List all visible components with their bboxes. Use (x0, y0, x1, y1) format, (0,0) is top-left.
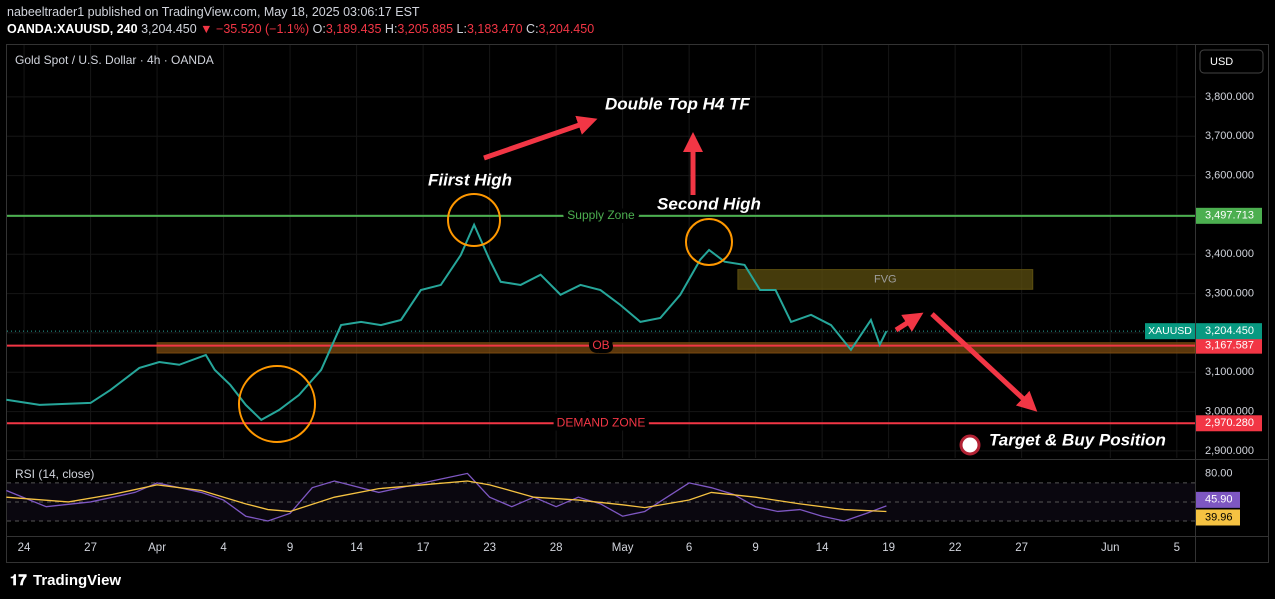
series-line (6, 472, 887, 522)
x-tick-label: 4 (220, 542, 227, 554)
ohlc-key: C: (526, 22, 539, 36)
y-tick-label: 3,300.000 (1205, 287, 1254, 299)
zone (737, 269, 1034, 290)
symbol-title: Gold Spot / U.S. Dollar · 4h · OANDA (15, 53, 214, 67)
last-value-box (1196, 491, 1240, 508)
x-tick-label: 27 (84, 542, 97, 554)
last-value-label: 45.90 (1205, 494, 1233, 506)
ohlc-key: O: (312, 22, 326, 36)
series-line (6, 222, 888, 422)
level-label: 3,497.713 (1205, 210, 1254, 222)
ohlc-value: 3,183.470 (466, 22, 523, 36)
x-tick-label: 17 (417, 542, 430, 554)
highlight-circle (447, 193, 501, 247)
author-line: nabeeltrader1 published on TradingView.c… (7, 5, 420, 19)
x-tick-label: 22 (949, 542, 962, 554)
y-tick-label: 3,400.000 (1205, 248, 1254, 260)
brand-logo: 𝟏𝟕 (10, 572, 27, 589)
y-tick-label: 2,900.000 (1205, 445, 1254, 457)
change: ▼ −35.520 (−1.1%) (200, 22, 310, 36)
arrow (930, 312, 1038, 412)
x-tick-label: 5 (1174, 542, 1180, 554)
level-label: 2,970.280 (1205, 417, 1254, 429)
x-tick-label: 28 (550, 542, 563, 554)
annotation: Fiirst High (428, 170, 512, 189)
indicator-title: RSI (14, close) (15, 467, 94, 481)
overlay: 2,900.0003,000.0003,100.0003,200.0003,30… (18, 91, 1262, 554)
x-tick-label: 14 (816, 542, 829, 554)
y-tick-label: 3,700.000 (1205, 130, 1254, 142)
level-name: Supply Zone (567, 208, 635, 222)
level-label: 3,167.587 (1205, 340, 1254, 352)
currency: USD (1210, 56, 1233, 68)
arrow (894, 312, 924, 333)
currency-box (1199, 49, 1264, 74)
level-box (1196, 207, 1262, 224)
x-tick-label: 24 (18, 542, 31, 554)
underlay: Supply Zone OB DEMAND ZONE (7, 45, 1196, 522)
y-tick-label: 3,000.000 (1205, 405, 1254, 417)
arrow (483, 115, 598, 161)
highlight-circle (238, 365, 316, 443)
symbol: OANDA:XAUUSD, 240 (7, 22, 138, 36)
x-tick-label: 9 (287, 542, 293, 554)
last-price-label: 3,204.450 (1205, 325, 1254, 337)
y-tick-label: 3,600.000 (1205, 169, 1254, 181)
flag-icon (959, 434, 981, 456)
last: 3,204.450 (141, 22, 197, 36)
x-tick-label: 23 (483, 542, 496, 554)
x-tick-label: Apr (148, 542, 166, 554)
ohlc-value: 3,189.435 (325, 22, 382, 36)
x-tick-label: May (612, 542, 634, 554)
x-tick-label: Jun (1101, 542, 1120, 554)
header: nabeeltrader1 published on TradingView.c… (7, 4, 594, 38)
y-tick-label: 3,800.000 (1205, 91, 1254, 103)
annotation: Double Top H4 TF (605, 94, 750, 113)
level-box (1196, 415, 1262, 432)
brand: TradingView (33, 572, 121, 589)
x-tick-label: 19 (882, 542, 895, 554)
series-line (6, 480, 887, 513)
x-tick-label: 14 (350, 542, 363, 554)
highlight-circle (685, 218, 733, 266)
level-name: DEMAND ZONE (557, 415, 646, 429)
ohlc-key: H: (384, 22, 398, 36)
last-value-box (1196, 509, 1240, 526)
ohlc-key: L: (456, 22, 467, 36)
annotation: Second High (657, 194, 761, 213)
y-tick-label: 3,100.000 (1205, 366, 1254, 378)
annotation: Target & Buy Position (989, 430, 1166, 449)
ohlc-value: 3,205.885 (397, 22, 454, 36)
last-value-label: 39.96 (1205, 511, 1233, 523)
marks (6, 222, 888, 522)
level-name: OB (592, 338, 609, 352)
zone-label: FVG (874, 273, 897, 285)
zone (156, 342, 1196, 354)
last-price-box (1196, 323, 1262, 340)
drawings: Double Top H4 TF Fiirst High Second High… (238, 94, 1166, 456)
x-tick-label: 9 (752, 542, 758, 554)
quote-line: OANDA:XAUUSD, 240 3,204.450 ▼ −35.520 (−… (7, 21, 594, 38)
last-price-tag (1145, 323, 1195, 340)
y-tick-label: 80.00 (1205, 467, 1233, 479)
ohlc: O:3,189.435 H:3,205.885 L:3,183.470 C:3,… (313, 22, 595, 36)
last-price-name: XAUUSD (1148, 325, 1192, 337)
x-tick-label: 6 (686, 542, 692, 554)
ohlc-value: 3,204.450 (538, 22, 595, 36)
x-tick-label: 27 (1015, 542, 1028, 554)
level-box (1196, 337, 1262, 354)
panel-frame (6, 44, 1269, 563)
